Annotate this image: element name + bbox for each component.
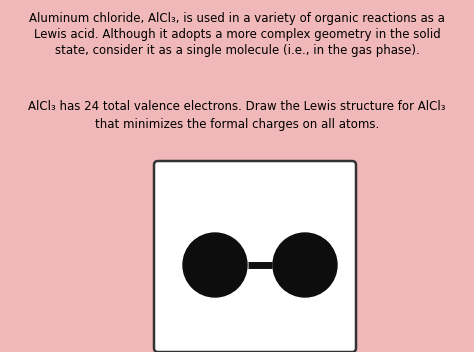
FancyBboxPatch shape <box>154 161 356 352</box>
Circle shape <box>183 233 247 297</box>
Text: that minimizes the formal charges on all atoms.: that minimizes the formal charges on all… <box>95 118 379 131</box>
Text: Aluminum chloride, AlCl₃, is used in a variety of organic reactions as a: Aluminum chloride, AlCl₃, is used in a v… <box>29 12 445 25</box>
Text: AlCl₃ has 24 total valence electrons. Draw the Lewis structure for AlCl₃: AlCl₃ has 24 total valence electrons. Dr… <box>28 100 446 113</box>
Text: state, consider it as a single molecule (i.e., in the gas phase).: state, consider it as a single molecule … <box>55 44 419 57</box>
Text: Lewis acid. Although it adopts a more complex geometry in the solid: Lewis acid. Although it adopts a more co… <box>34 28 440 41</box>
Circle shape <box>273 233 337 297</box>
